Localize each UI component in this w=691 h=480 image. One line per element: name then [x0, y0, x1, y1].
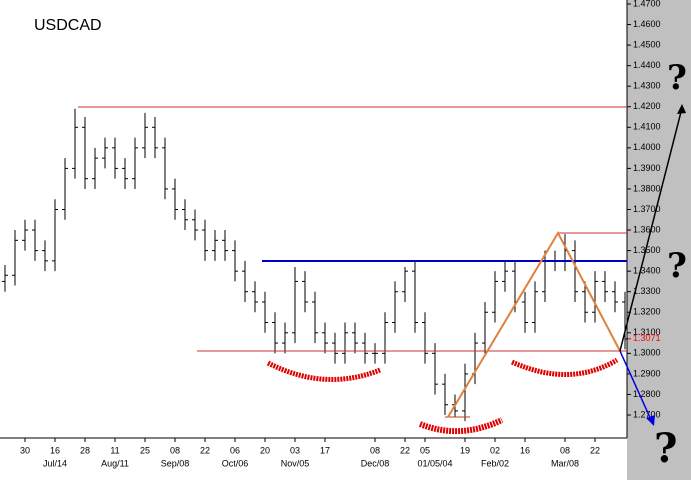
- question-mark: ?: [667, 246, 687, 286]
- y-tick-label: 1.4200: [633, 101, 661, 111]
- x-tick-label: 19: [460, 445, 470, 455]
- y-tick-label: 1.3400: [633, 266, 661, 276]
- y-tick-label: 1.4000: [633, 142, 661, 152]
- arrow-up: [619, 107, 683, 352]
- y-tick-label: 1.3200: [633, 307, 661, 317]
- pattern-line: [447, 230, 621, 418]
- x-month-label: Nov/05: [281, 458, 310, 468]
- y-tick-label: 1.4400: [633, 60, 661, 70]
- x-month-label: Aug/11: [101, 458, 129, 468]
- question-marks: ? ? ?: [654, 58, 687, 472]
- chart-title: USDCAD: [34, 17, 102, 34]
- annotations: ? ? ?: [78, 58, 687, 472]
- x-tick-label: 06: [230, 445, 240, 455]
- x-month-label: Feb/02: [481, 458, 509, 468]
- x-tick-label: 22: [200, 445, 210, 455]
- y-tick-label: 1.4500: [633, 39, 661, 49]
- x-tick-label: 17: [320, 445, 330, 455]
- x-tick-label: 22: [590, 445, 600, 455]
- y-tick-label: 1.4600: [633, 19, 661, 29]
- x-month-label: Oct/06: [222, 458, 249, 468]
- x-tick-label: 08: [370, 445, 380, 455]
- x-tick-label: 02: [490, 445, 500, 455]
- y-tick-label: 1.3900: [633, 163, 661, 173]
- arc: [510, 357, 619, 377]
- question-mark: ?: [667, 58, 687, 98]
- question-mark: ?: [654, 425, 677, 472]
- arc: [418, 417, 504, 435]
- y-tick-label: 1.3000: [633, 348, 661, 358]
- arrowhead: [677, 104, 686, 114]
- y-tick-label: 1.3500: [633, 245, 661, 255]
- x-tick-label: 25: [140, 445, 150, 455]
- x-tick-label: 16: [520, 445, 530, 455]
- x-month-label: Sep/08: [161, 458, 190, 468]
- x-tick-label: 28: [80, 445, 90, 455]
- x-tick-label: 03: [290, 445, 300, 455]
- x-month-label: Dec/08: [361, 458, 390, 468]
- y-tick-label: 1.2800: [633, 389, 661, 399]
- arrowhead: [646, 415, 655, 426]
- y-tick-label: 1.4300: [633, 81, 661, 91]
- last-price-label: 1.3071: [633, 333, 661, 343]
- x-tick-label: 22: [400, 445, 410, 455]
- x-tick-label: 08: [170, 445, 180, 455]
- y-tick-label: 1.3100: [633, 327, 661, 337]
- x-tick-label: 16: [50, 445, 60, 455]
- y-tick-label: 1.3300: [633, 286, 661, 296]
- y-tick-label: 1.3700: [633, 204, 661, 214]
- y-tick-label: 1.2900: [633, 368, 661, 378]
- x-month-label: Jul/14: [43, 458, 67, 468]
- x-month-label: 01/05/04: [417, 458, 452, 468]
- arrow-down: [619, 350, 653, 423]
- y-tick-label: 1.4700: [633, 0, 661, 8]
- y-tick-label: 1.3800: [633, 183, 661, 193]
- x-tick-label: 11: [110, 445, 119, 455]
- x-tick-label: 30: [20, 445, 30, 455]
- x-tick-label: 08: [560, 445, 570, 455]
- y-tick-label: 1.3600: [633, 224, 661, 234]
- y-tick-label: 1.2700: [633, 409, 661, 419]
- x-tick-label: 20: [260, 445, 270, 455]
- arc: [266, 360, 381, 382]
- y-tick-label: 1.4100: [633, 122, 661, 132]
- x-tick-label: 05: [420, 445, 430, 455]
- price-axis-panel: [627, 0, 691, 480]
- x-month-label: Mar/08: [551, 458, 579, 468]
